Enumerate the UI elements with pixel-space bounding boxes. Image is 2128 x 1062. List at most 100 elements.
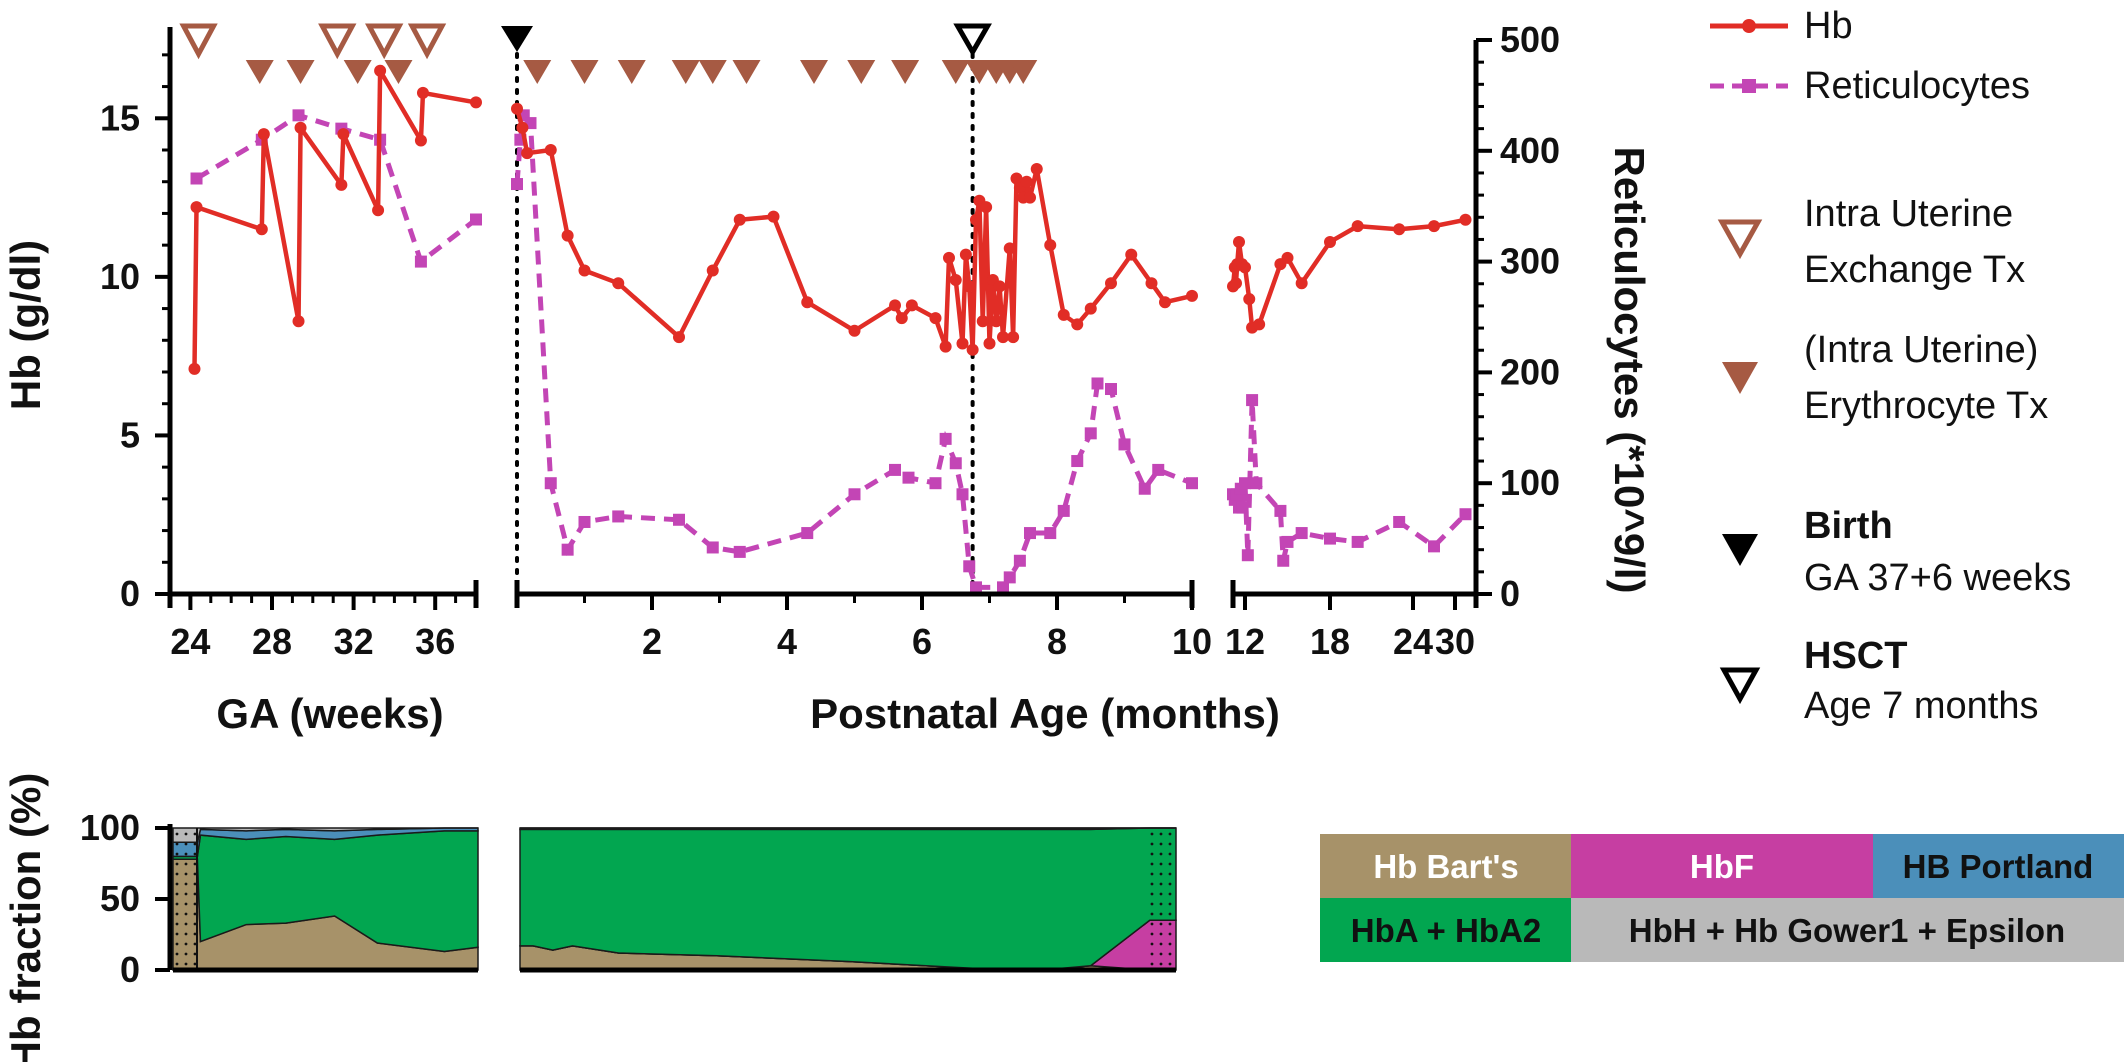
- hb-point: [255, 223, 268, 236]
- dot-pattern: [184, 842, 188, 846]
- x-tick-label: 8: [1047, 621, 1067, 662]
- hb-point: [257, 128, 270, 141]
- iu-exchange-tx-marker: [407, 23, 447, 60]
- retic-point: [190, 172, 203, 185]
- dot-pattern: [175, 852, 179, 856]
- retic-y-tick-label: 500: [1500, 19, 1560, 60]
- erythrocyte-tx-marker: [286, 60, 315, 84]
- legend-birth: Birth GA 37+6 weeks: [1722, 505, 2071, 599]
- x-tick-label: 10: [1172, 621, 1212, 662]
- dot-pattern: [175, 952, 179, 956]
- legend-birth-title: Birth: [1804, 505, 1893, 547]
- hb-point: [1003, 242, 1016, 255]
- x-tick-label: 24: [170, 621, 210, 662]
- dot-pattern: [1159, 832, 1163, 836]
- retic-point: [1295, 527, 1308, 540]
- dot-pattern: [184, 852, 188, 856]
- hb-point: [1159, 296, 1171, 309]
- retic-point: [1105, 383, 1117, 396]
- retic-point: [949, 457, 962, 470]
- filled-triangle-icon: [1722, 362, 1758, 394]
- key-hb-portland: HB Portland: [1903, 848, 2094, 885]
- hb-point: [767, 210, 780, 223]
- retic-point: [544, 477, 557, 490]
- hb-point: [521, 147, 534, 160]
- dot-pattern: [1159, 842, 1163, 846]
- hb-point: [959, 248, 972, 261]
- hb-point: [1281, 251, 1294, 264]
- dot-pattern: [1168, 922, 1172, 926]
- hb-y-tick-label: 10: [100, 256, 140, 297]
- retic-point: [1152, 463, 1165, 476]
- retic-point: [1459, 508, 1472, 521]
- hb-point: [1230, 277, 1242, 290]
- hb-point: [905, 299, 918, 312]
- hb-point: [929, 312, 942, 325]
- legend-hb-label: Hb: [1804, 5, 1853, 47]
- dot-pattern: [184, 902, 188, 906]
- legend-erythrocyte-line2: Erythrocyte Tx: [1804, 385, 2048, 427]
- hb-point: [943, 251, 955, 264]
- dot-pattern: [1159, 892, 1163, 896]
- dot-pattern: [193, 932, 197, 936]
- dot-pattern: [184, 922, 188, 926]
- hb-line-ga: [192, 68, 477, 369]
- dot-pattern: [175, 912, 179, 916]
- dot-pattern: [1150, 882, 1154, 886]
- erythrocyte-tx-marker: [891, 60, 920, 84]
- hb-point: [1105, 277, 1117, 290]
- retic-y-tick-label: 400: [1500, 130, 1560, 171]
- retic-point: [929, 477, 942, 490]
- hb-point: [801, 296, 814, 309]
- dot-pattern: [193, 872, 197, 876]
- hb-point: [1253, 318, 1266, 331]
- hb-line-postnatal: [514, 108, 1193, 353]
- retic-point: [889, 463, 901, 476]
- dot-pattern: [193, 902, 197, 906]
- x-tick-label: 6: [912, 621, 932, 662]
- dot-pattern: [1150, 932, 1154, 936]
- hb-point: [337, 128, 350, 141]
- birth-triangle-icon: [1722, 534, 1758, 566]
- retic-y-tick-label: 200: [1500, 351, 1560, 392]
- retic-point: [1274, 504, 1287, 517]
- dot-pattern: [175, 862, 179, 866]
- hb-point: [335, 178, 348, 191]
- retic-point: [956, 488, 969, 501]
- dot-pattern: [1168, 872, 1172, 876]
- dot-pattern: [1168, 862, 1172, 866]
- iu-exchange-tx-marker: [365, 23, 404, 60]
- hb-point: [292, 315, 305, 328]
- hb-line-late: [1230, 217, 1466, 330]
- dot-pattern: [1150, 862, 1154, 866]
- legend-retic-label: Reticulocytes: [1804, 65, 2030, 107]
- dot-pattern: [1159, 922, 1163, 926]
- hb-point: [939, 340, 952, 353]
- dot-pattern: [193, 882, 197, 886]
- retic-point: [1351, 535, 1364, 548]
- dot-pattern: [184, 882, 188, 886]
- dot-pattern: [1150, 902, 1154, 906]
- retic-point: [1057, 504, 1070, 517]
- retic-point: [1250, 477, 1263, 490]
- retic-point: [1236, 501, 1249, 514]
- retic-point: [414, 255, 427, 268]
- legend-hsct: HSCT Age 7 months: [1719, 635, 2038, 727]
- hb-point: [963, 280, 976, 293]
- hb-point: [956, 337, 969, 350]
- birth-marker: [501, 26, 533, 52]
- retic-point: [578, 515, 591, 528]
- hsct-triangle-icon: [1719, 667, 1761, 705]
- hb-point: [516, 121, 529, 134]
- retic-point: [1003, 571, 1016, 584]
- dot-pattern: [1168, 892, 1172, 896]
- hb-fraction-key: Hb Bart's HbF HB Portland HbA + HbA2 HbH…: [1320, 834, 2124, 962]
- hb-point: [993, 280, 1006, 293]
- hb-y-tick-label: 0: [120, 573, 140, 614]
- x-tick-label: 24: [1393, 621, 1433, 662]
- retic-point: [970, 581, 982, 594]
- dot-pattern: [1168, 942, 1172, 946]
- dot-pattern: [184, 962, 188, 966]
- dot-pattern: [1150, 952, 1154, 956]
